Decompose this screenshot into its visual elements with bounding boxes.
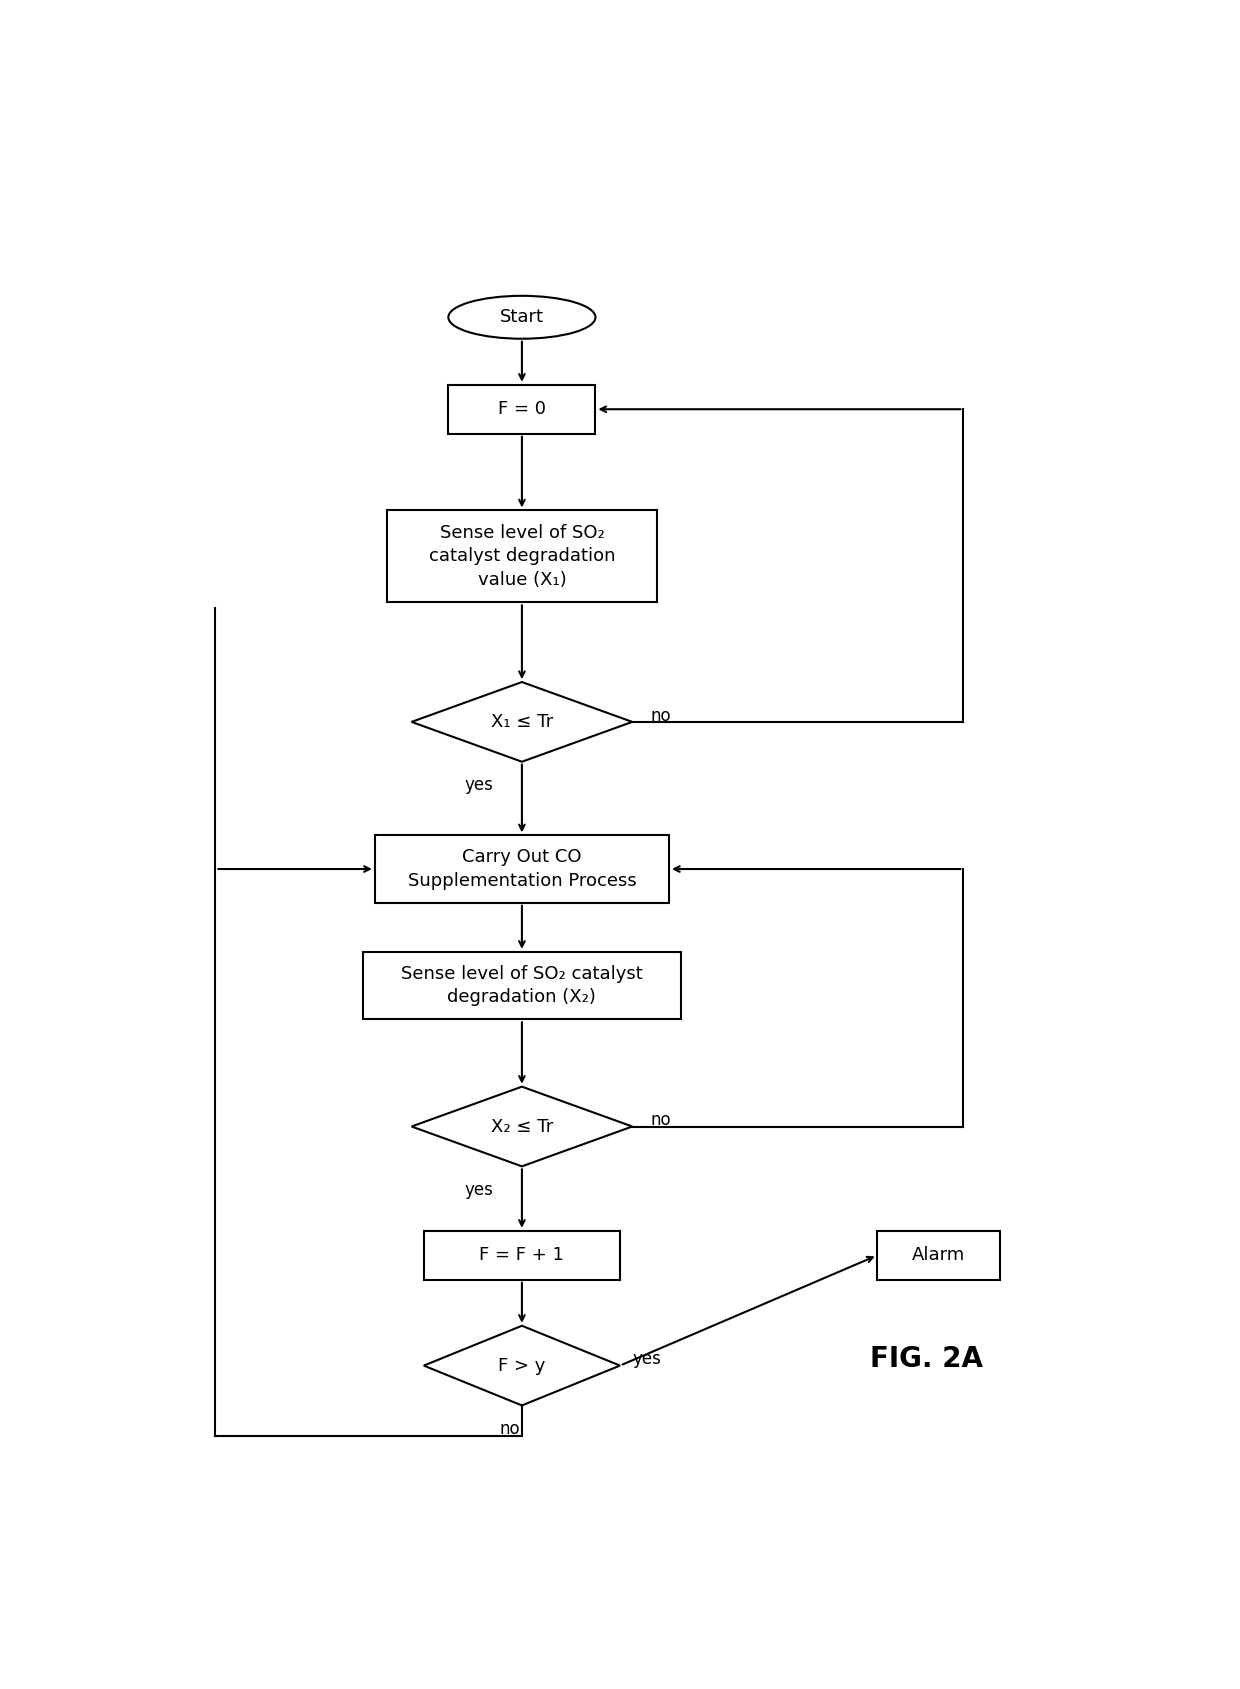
- Text: no: no: [500, 1420, 520, 1437]
- Text: yes: yes: [632, 1351, 661, 1368]
- Text: X₁ ≤ Tr: X₁ ≤ Tr: [491, 713, 553, 731]
- Text: yes: yes: [465, 1181, 494, 1199]
- Text: Carry Out CO
Supplementation Process: Carry Out CO Supplementation Process: [408, 848, 636, 890]
- Text: yes: yes: [465, 777, 494, 794]
- Text: F = 0: F = 0: [498, 400, 546, 419]
- Text: F = F + 1: F = F + 1: [480, 1246, 564, 1265]
- Text: Sense level of SO₂ catalyst
degradation (X₂): Sense level of SO₂ catalyst degradation …: [401, 964, 642, 1007]
- Text: Alarm: Alarm: [913, 1246, 966, 1265]
- Text: FIG. 2A: FIG. 2A: [870, 1346, 983, 1373]
- Text: Sense level of SO₂
catalyst degradation
value (X₁): Sense level of SO₂ catalyst degradation …: [429, 524, 615, 589]
- Text: no: no: [651, 706, 671, 725]
- Text: F > y: F > y: [498, 1356, 546, 1375]
- Text: X₂ ≤ Tr: X₂ ≤ Tr: [491, 1118, 553, 1135]
- Text: no: no: [651, 1111, 671, 1130]
- Text: Start: Start: [500, 309, 544, 326]
